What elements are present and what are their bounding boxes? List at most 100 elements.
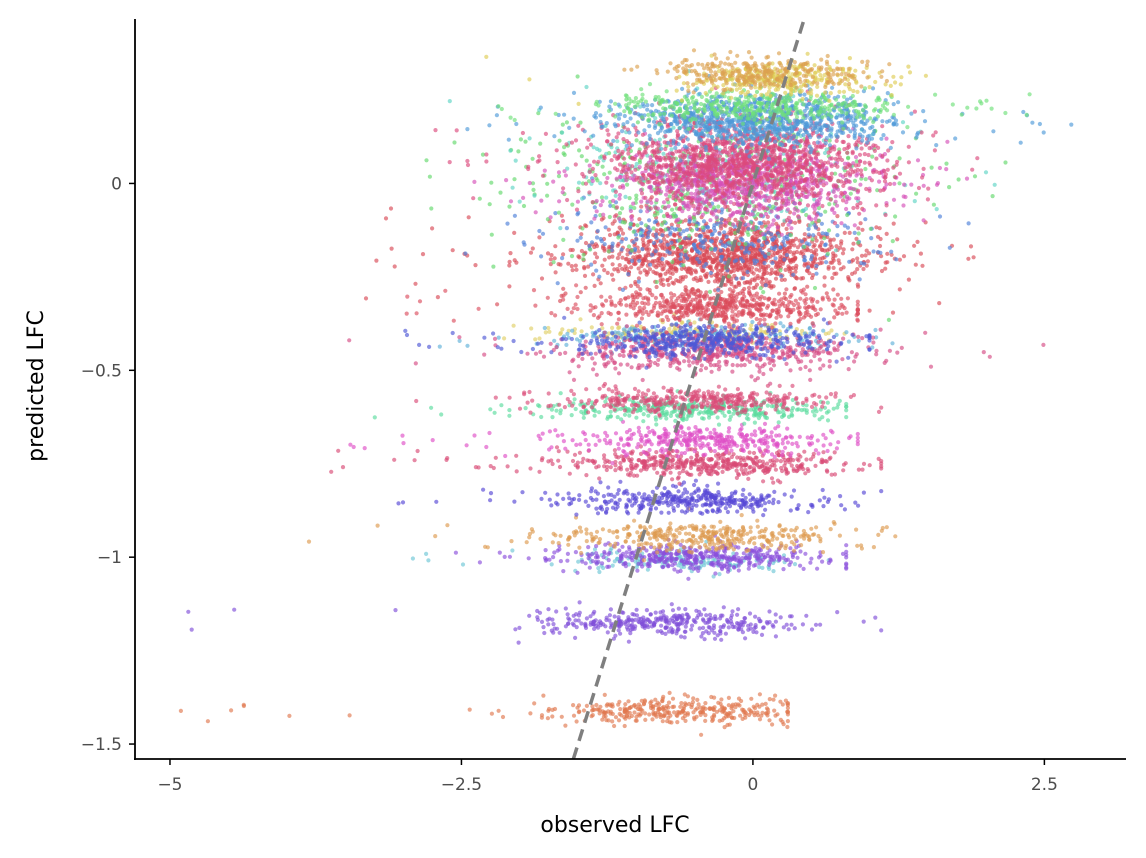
data-point [541,625,546,630]
data-point [777,449,782,454]
data-point [807,442,813,447]
data-point [636,429,642,434]
data-point [758,552,764,557]
data-point [603,542,608,547]
data-point [608,607,614,612]
data-point [570,328,575,333]
data-point [566,621,571,627]
data-point [747,611,753,616]
data-point [748,464,753,470]
data-point [810,532,816,537]
data-point [802,449,807,454]
data-point [530,346,536,352]
data-point [723,631,729,636]
data-point [636,538,642,543]
data-point [528,410,533,415]
data-point [646,463,652,468]
data-point [566,616,571,621]
data-point [685,694,691,699]
data-point [771,497,776,502]
data-point [928,364,934,369]
data-point [565,331,570,336]
data-point [781,410,786,415]
data-point [602,453,607,458]
data-point [702,323,707,329]
data-point [722,347,728,353]
data-point [510,548,515,553]
data-point [621,349,626,354]
data-point [707,503,712,508]
data-point [740,447,745,452]
data-point [634,607,639,612]
data-point [670,630,675,635]
data-point [751,629,756,635]
data-point [711,557,716,562]
data-point [876,532,881,538]
data-point [777,531,782,536]
data-point [688,331,693,337]
data-point [647,712,652,717]
data-point [871,340,876,345]
data-point [677,329,683,334]
data-point [725,617,730,623]
data-point [844,543,849,548]
data-point [372,415,377,420]
data-point [627,547,632,552]
data-point [645,541,650,546]
data-point [653,455,658,460]
data-point [710,509,716,514]
data-point [709,524,714,529]
data-point [621,457,626,463]
data-point [873,327,878,333]
data-point [675,437,681,442]
data-point [798,563,803,568]
data-point [703,452,708,457]
data-point [714,709,720,714]
data-point [552,338,557,343]
data-point [634,613,640,618]
data-point [666,700,672,705]
data-point [565,558,570,563]
data-point [662,486,667,491]
data-point [694,554,699,560]
data-point [647,447,652,453]
data-point [798,366,803,371]
data-point [404,332,410,338]
data-point [627,457,632,463]
data-point [580,343,586,348]
data-point [648,620,653,625]
data-point [186,609,191,614]
data-point [682,635,687,640]
data-point [585,458,590,463]
data-point [758,342,764,347]
data-point [581,456,586,461]
data-point [663,439,668,444]
data-point [730,362,735,368]
data-point [570,621,575,626]
data-point [628,450,633,455]
data-point [759,430,764,435]
data-point [728,495,733,500]
data-point [629,555,634,561]
data-point [543,558,548,563]
data-point [524,540,529,545]
data-point [581,334,586,339]
data-point [523,406,528,411]
data-point [590,356,595,361]
data-point [626,639,632,644]
data-point [610,505,616,510]
data-point [670,540,675,545]
data-point [895,350,900,355]
data-point [584,616,590,621]
data-point [547,497,552,502]
data-point [769,430,774,435]
data-point [550,540,555,545]
data-point [669,602,674,607]
data-point [867,338,872,343]
data-point [616,325,621,331]
data-point [720,709,725,714]
data-point [746,476,751,481]
data-point [719,331,724,336]
data-point [663,625,668,630]
data-point [768,331,774,336]
